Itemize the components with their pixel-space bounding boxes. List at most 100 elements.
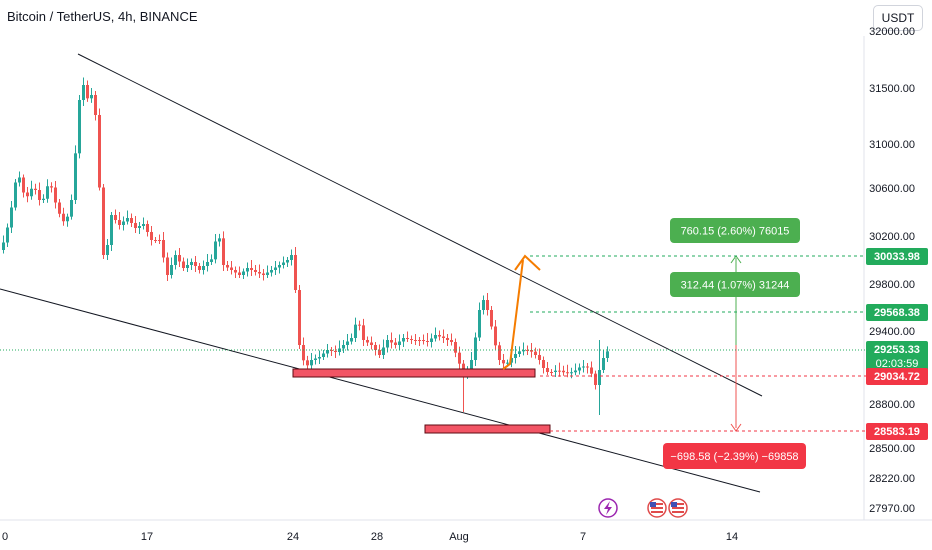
candle-body	[38, 190, 41, 200]
time-axis-label: 7	[580, 531, 586, 543]
price-axis-label: 31500.00	[869, 83, 915, 95]
measure-box-label: 760.15 (2.60%) 76015	[681, 226, 790, 238]
price-tag-label: 30033.98	[874, 251, 920, 263]
candle-body	[322, 353, 325, 357]
support-zone-lower[interactable]	[424, 424, 551, 434]
candle-body	[474, 337, 477, 360]
candle-body	[566, 372, 569, 374]
candle-body	[102, 187, 105, 255]
candle-body	[242, 271, 245, 275]
upper-trendline[interactable]	[77, 53, 763, 397]
measure-box[interactable]	[670, 272, 800, 297]
candle-body	[330, 350, 333, 351]
measure-box-label: −698.58 (−2.39%) −69858	[670, 451, 798, 463]
candle-body	[202, 266, 205, 270]
candle-body	[110, 215, 113, 245]
support-zone-upper[interactable]	[292, 368, 536, 378]
candle-body	[366, 340, 369, 343]
candle-body	[278, 265, 281, 268]
candle-body	[186, 265, 189, 268]
candle-body	[138, 226, 141, 228]
price-axis-label: 29800.00	[869, 279, 915, 291]
currency-button[interactable]: USDT	[873, 5, 923, 31]
candle-body	[390, 340, 393, 343]
candle-body	[194, 262, 197, 266]
candle-body	[62, 213, 65, 222]
candle-body	[306, 360, 309, 366]
candle-body	[86, 85, 89, 99]
candle-body	[370, 342, 373, 345]
lightning-icon[interactable]	[598, 498, 618, 518]
candle-body	[494, 326, 497, 346]
candle-body	[418, 340, 421, 341]
price-tag	[866, 341, 928, 371]
price-axis-label: 28500.00	[869, 443, 915, 455]
candle-body	[130, 218, 133, 223]
candle-body	[378, 350, 381, 355]
projection-arrowhead	[514, 254, 541, 271]
candle-body	[166, 257, 169, 275]
candle-body	[82, 85, 85, 100]
candle-body	[118, 220, 121, 225]
candle-body	[382, 347, 385, 355]
time-axis-label: Aug	[449, 531, 469, 543]
candle-body	[594, 373, 597, 385]
time-axis-label: 0	[2, 531, 8, 543]
candle-body	[350, 338, 353, 342]
candle-body	[458, 352, 461, 364]
candle-body	[406, 338, 409, 339]
candle-body	[254, 270, 257, 272]
candle-body	[534, 351, 537, 355]
candle-body	[90, 95, 93, 99]
price-tag	[866, 304, 928, 321]
candle-body	[374, 345, 377, 350]
price-axis-label: 31000.00	[869, 139, 915, 151]
candle-body	[310, 360, 313, 366]
time-axis-label: 28	[371, 531, 383, 543]
lower-trendline[interactable]	[0, 288, 761, 493]
candle-body	[42, 198, 45, 200]
candle-body	[6, 227, 9, 243]
price-axis-label: 28800.00	[869, 399, 915, 411]
candle-body	[34, 188, 37, 190]
candle-body	[54, 187, 57, 203]
candle-body	[142, 224, 145, 226]
candle-body	[442, 336, 445, 338]
measure-box[interactable]	[670, 218, 800, 243]
candle-body	[510, 358, 513, 363]
measure-box[interactable]	[663, 443, 806, 469]
candle-body	[342, 345, 345, 349]
candle-body	[198, 266, 201, 270]
candle-body	[346, 341, 349, 345]
candle-body	[74, 153, 77, 200]
measure-box-label: 312.44 (1.07%) 31244	[681, 280, 790, 292]
candle-body	[154, 240, 157, 241]
candle-body	[358, 324, 361, 326]
price-tag	[866, 368, 928, 385]
candle-body	[362, 325, 365, 340]
candle-body	[122, 221, 125, 225]
price-axis: 32000.00 31500.00 31000.00 30600.00 30200.00…	[869, 26, 915, 515]
projection-arrow	[502, 259, 524, 370]
candle-body	[434, 335, 437, 339]
candle-body	[178, 255, 181, 262]
candle-body	[22, 177, 25, 193]
candle-body	[530, 350, 533, 352]
us-flag-icon[interactable]	[668, 498, 688, 518]
candle-body	[386, 340, 389, 348]
candle-body	[522, 350, 525, 352]
candle-body	[518, 351, 521, 354]
candle-body	[162, 240, 165, 258]
candle-body	[538, 355, 541, 360]
candle-body	[146, 224, 149, 232]
candle-body	[10, 207, 13, 228]
candle-body	[50, 186, 53, 188]
us-flag-icon[interactable]	[647, 498, 667, 518]
candle-body	[558, 370, 561, 372]
candle-body	[574, 370, 577, 373]
candle-body	[414, 340, 417, 341]
candle-body	[602, 358, 605, 370]
candle-body	[290, 255, 293, 260]
